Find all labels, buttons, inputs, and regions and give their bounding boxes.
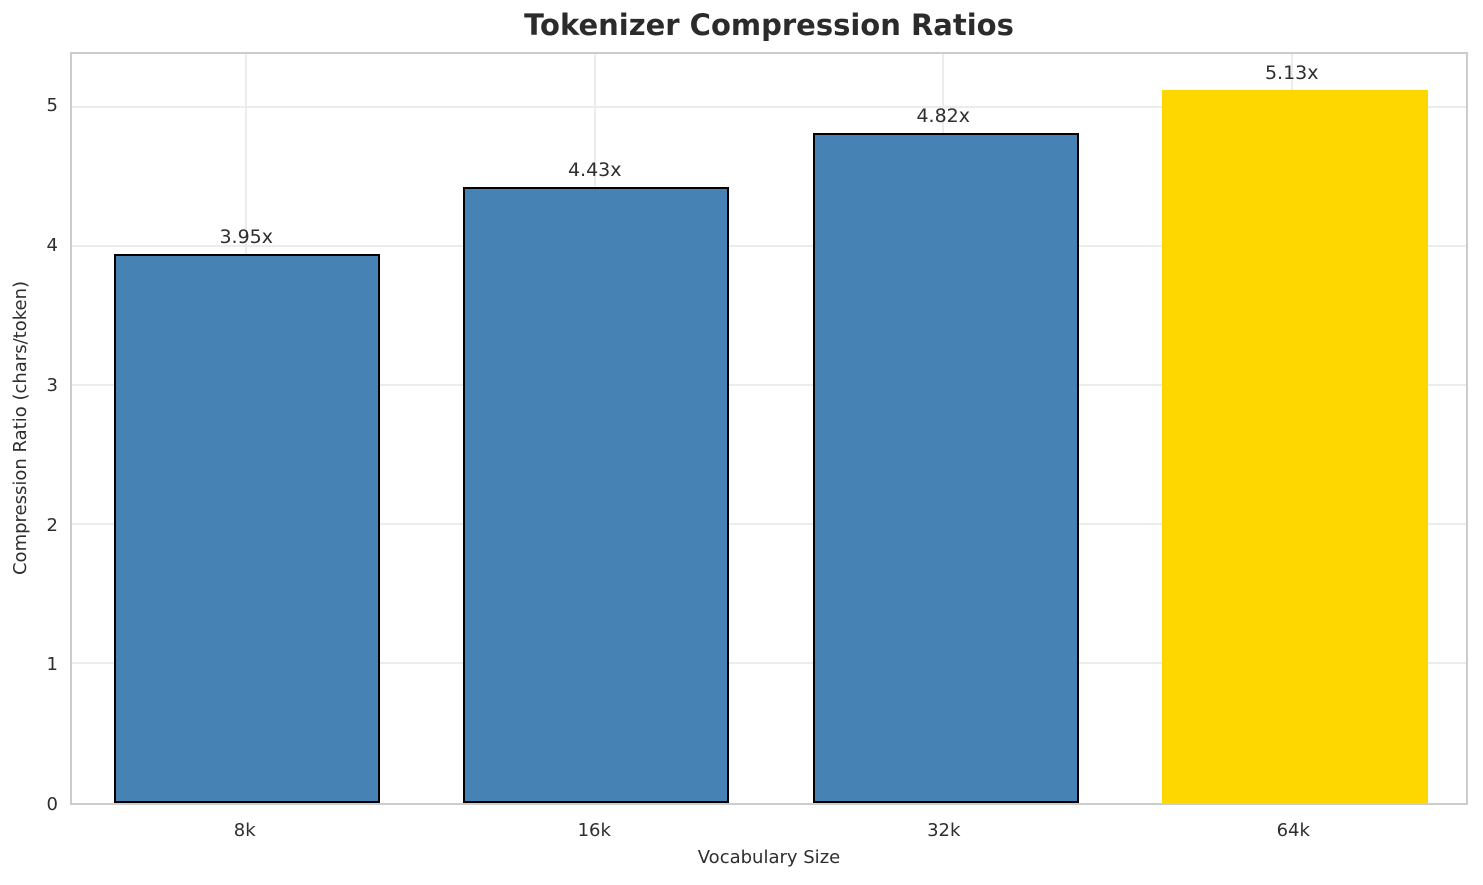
h-gridline: [72, 384, 1466, 387]
x-tick-label: 32k: [927, 820, 961, 841]
y-axis-ticks: 0 1 2 3 4 5: [0, 52, 58, 815]
h-gridline: [72, 106, 1466, 109]
x-axis-label: Vocabulary Size: [697, 847, 841, 868]
bar-64k: [1162, 90, 1429, 803]
bar-32k: [812, 133, 1079, 803]
y-tick-label: 5: [46, 95, 58, 117]
x-tick-label: 16k: [577, 820, 611, 841]
x-tick-label: 8k: [233, 820, 256, 841]
plot-area: 3.95x 4.43x 4.82x 5.13x: [70, 52, 1468, 805]
bar-8k: [113, 254, 380, 803]
bar-value-label: 4.82x: [916, 105, 971, 128]
bar-value-label: 3.95x: [219, 226, 274, 249]
y-axis-label: Compression Ratio (chars/token): [10, 280, 31, 576]
bar-value-label: 5.13x: [1264, 62, 1319, 85]
h-gridline: [72, 523, 1466, 526]
x-tick-label: 64k: [1276, 820, 1310, 841]
bar-value-label: 4.43x: [567, 159, 622, 182]
y-tick-label: 2: [46, 514, 58, 536]
bar-16k: [463, 187, 730, 803]
y-tick-label: 3: [46, 374, 58, 396]
y-tick-label: 0: [46, 794, 58, 815]
y-tick-label: 4: [46, 235, 58, 257]
h-gridline: [72, 245, 1466, 248]
x-axis-ticks: 8k 16k 32k 64k: [70, 815, 1468, 845]
chart-title: Tokenizer Compression Ratios: [524, 8, 1014, 42]
h-gridline: [72, 662, 1466, 665]
y-tick-label: 1: [46, 654, 58, 676]
